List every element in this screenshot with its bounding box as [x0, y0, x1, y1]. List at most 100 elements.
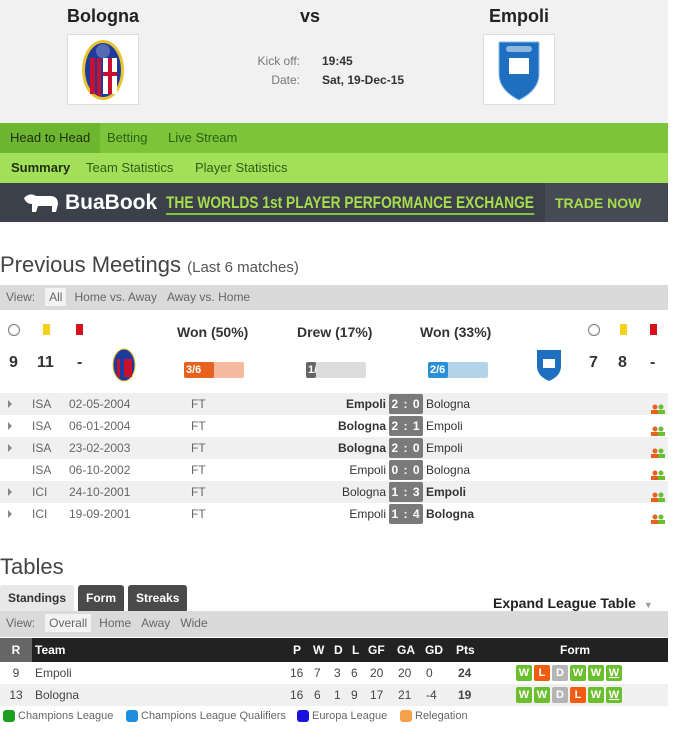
expand-arrow-icon[interactable]: [8, 400, 12, 408]
cell-team[interactable]: Bologna: [35, 688, 80, 702]
subtab-summary[interactable]: Summary: [11, 160, 71, 175]
view-home-vs-away[interactable]: Home vs. Away: [74, 290, 157, 304]
date-label: Date:: [271, 73, 300, 87]
legend-swatch: [126, 710, 138, 722]
expand-league-table-button[interactable]: Expand League Table ▼: [493, 595, 653, 611]
view-away[interactable]: Away: [141, 616, 171, 630]
expand-arrow-icon[interactable]: [8, 510, 12, 518]
home-team-name[interactable]: Bologna: [67, 6, 139, 26]
match-row[interactable]: ISA 02-05-2004 FT Empoli 2 : 0 Bologna: [0, 393, 668, 415]
cell-team[interactable]: Empoli: [35, 666, 72, 680]
home-team[interactable]: Empoli: [349, 463, 386, 477]
banner-brand: BuaBook: [65, 191, 158, 214]
form-result[interactable]: W: [606, 665, 622, 681]
competition[interactable]: ICI: [32, 485, 48, 499]
subtab-player-statistics[interactable]: Player Statistics: [195, 160, 288, 175]
lineups-icon[interactable]: [651, 487, 665, 502]
tab-streaks[interactable]: Streaks: [128, 585, 188, 611]
buabook-ad-banner[interactable]: BuaBook THE WORLDS 1st PLAYER PERFORMANC…: [0, 183, 668, 222]
lineups-icon[interactable]: [651, 465, 665, 480]
form-result[interactable]: W: [516, 665, 532, 681]
cell-w: 6: [314, 688, 321, 702]
standings-row[interactable]: 13 Bologna 16 6 1 9 17 21 -4 19 W W D L W W: [0, 684, 668, 706]
form-result[interactable]: L: [534, 665, 550, 681]
view-home[interactable]: Home: [99, 616, 132, 630]
match-row[interactable]: ISA 06-10-2002 FT Empoli 0 : 0 Bologna: [0, 459, 668, 481]
yellow-card-icon: [620, 324, 627, 335]
home-team[interactable]: Empoli: [345, 397, 386, 411]
expand-arrow-icon[interactable]: [8, 488, 12, 496]
competition[interactable]: ISA: [32, 441, 52, 455]
away-team[interactable]: Bologna: [426, 463, 471, 477]
kickoff-time: 19:45: [322, 54, 353, 68]
expand-label: Expand League Table: [493, 595, 636, 611]
expand-arrow-icon[interactable]: [8, 444, 12, 452]
match-row[interactable]: ISA 06-01-2004 FT Bologna 2 : 1 Empoli: [0, 415, 668, 437]
form-result[interactable]: W: [534, 687, 550, 703]
home-team[interactable]: Bologna: [338, 419, 386, 433]
match-score[interactable]: 1 : 3: [389, 482, 423, 502]
form-result[interactable]: W: [570, 665, 586, 681]
match-row[interactable]: ISA 23-02-2003 FT Bologna 2 : 0 Empoli: [0, 437, 668, 459]
match-score[interactable]: 2 : 1: [389, 416, 423, 436]
match-row[interactable]: ICI 19-09-2001 FT Empoli 1 : 4 Bologna: [0, 503, 668, 525]
match-date: 06-10-2002: [69, 463, 131, 477]
standings-row[interactable]: 9 Empoli 16 7 3 6 20 20 0 24 W L D W W W: [0, 662, 668, 684]
form-result[interactable]: L: [570, 687, 586, 703]
lineups-icon[interactable]: [651, 443, 665, 458]
view-all[interactable]: All: [45, 288, 67, 306]
competition[interactable]: ISA: [32, 419, 52, 433]
legend-label: Relegation: [415, 710, 468, 722]
away-team[interactable]: Empoli: [426, 419, 463, 433]
match-score[interactable]: 2 : 0: [389, 394, 423, 414]
home-team[interactable]: Bologna: [338, 441, 386, 455]
bologna-small-crest-icon: [112, 348, 136, 382]
lineups-icon[interactable]: [651, 399, 665, 414]
match-score[interactable]: 2 : 0: [389, 438, 423, 458]
empoli-small-crest-icon: [537, 350, 561, 381]
form-result[interactable]: W: [588, 665, 604, 681]
match-score[interactable]: 1 : 4: [389, 504, 423, 524]
form-result[interactable]: D: [552, 687, 568, 703]
away-team[interactable]: Empoli: [426, 485, 467, 499]
tab-form[interactable]: Form: [78, 585, 124, 611]
lineups-icon[interactable]: [651, 421, 665, 436]
away-team[interactable]: Bologna: [426, 397, 471, 411]
match-score[interactable]: 0 : 0: [389, 460, 423, 480]
view-wide[interactable]: Wide: [180, 616, 208, 630]
away-team[interactable]: Empoli: [426, 441, 463, 455]
lineups-icon[interactable]: [651, 509, 665, 524]
view-away-vs-home[interactable]: Away vs. Home: [166, 290, 251, 304]
red-card-icon: [76, 324, 83, 335]
subtab-team-statistics[interactable]: Team Statistics: [86, 160, 174, 175]
col-team: Team: [35, 643, 66, 657]
home-team[interactable]: Bologna: [341, 485, 386, 499]
form-result[interactable]: W: [606, 687, 622, 703]
col-rank: R: [0, 638, 32, 662]
competition[interactable]: ISA: [32, 463, 52, 477]
cell-r: 13: [9, 688, 23, 702]
draws-bar: 1/6: [306, 362, 366, 378]
away-team[interactable]: Bologna: [426, 507, 474, 521]
home-team[interactable]: Empoli: [349, 507, 386, 521]
competition[interactable]: ISA: [32, 397, 52, 411]
meetings-view-filter: View: All Home vs. Away Away vs. Home: [0, 285, 668, 310]
form-result[interactable]: D: [552, 665, 568, 681]
tab-standings[interactable]: Standings: [0, 585, 75, 611]
competition[interactable]: ICI: [32, 507, 48, 521]
away-team-name[interactable]: Empoli: [488, 6, 549, 26]
match-row[interactable]: ICI 24-10-2001 FT Bologna 1 : 3 Empoli: [0, 481, 668, 503]
trade-now-button[interactable]: TRADE NOW: [545, 183, 668, 222]
tab-betting[interactable]: Betting: [107, 130, 148, 145]
expand-arrow-icon[interactable]: [8, 422, 12, 430]
tab-live-stream[interactable]: Live Stream: [168, 130, 238, 145]
match-date: 19-09-2001: [69, 507, 131, 521]
form-result[interactable]: W: [588, 687, 604, 703]
home-team-logo[interactable]: [67, 34, 139, 105]
away-team-logo[interactable]: [483, 34, 555, 105]
col-pts: Pts: [456, 643, 475, 657]
tab-head-to-head[interactable]: Head to Head: [0, 123, 101, 153]
form-result[interactable]: W: [516, 687, 532, 703]
view-overall[interactable]: Overall: [45, 614, 92, 632]
